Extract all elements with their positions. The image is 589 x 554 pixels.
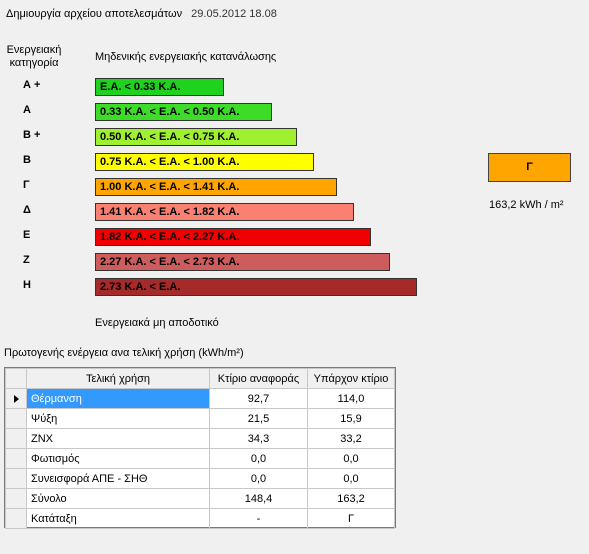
grid-header-row: Τελική χρήση Κτίριο αναφοράς Υπάρχον κτί…	[5, 368, 395, 389]
row-selector[interactable]	[5, 428, 27, 449]
cell-existing[interactable]: 114,0	[307, 388, 395, 409]
energy-bar-a-plus: Ε.Α. < 0.33 Κ.Α.	[95, 78, 224, 96]
bottom-note: Ενεργειακά μη αποδοτικό	[95, 317, 219, 329]
cell-reference[interactable]: 92,7	[209, 388, 308, 409]
cell-existing[interactable]: 163,2	[307, 488, 395, 509]
result-energy-value: 163,2 kWh / m²	[489, 199, 564, 211]
cell-existing[interactable]: 15,9	[307, 408, 395, 429]
cell-reference[interactable]: 21,5	[209, 408, 308, 429]
category-heading: Ενεργειακή κατηγορία	[4, 44, 64, 70]
current-row-arrow-icon	[13, 394, 19, 403]
energy-bar-b-plus: 0.50 Κ.Α. < Ε.Α. < 0.75 Κ.Α.	[95, 128, 297, 146]
cell-end-use[interactable]: Σύνολο	[26, 488, 210, 509]
table-row[interactable]: Θέρμανση 92,7 114,0	[5, 388, 395, 409]
category-heading-line1: Ενεργειακή	[6, 44, 62, 56]
table-row[interactable]: Ψύξη 21,5 15,9	[5, 408, 395, 429]
cell-end-use[interactable]: ΖΝΧ	[26, 428, 210, 449]
category-label: Η	[23, 279, 31, 291]
cell-existing[interactable]: 0,0	[307, 448, 395, 469]
energy-bar-g: 1.00 Κ.Α. < Ε.Α. < 1.41 Κ.Α.	[95, 178, 337, 196]
category-label: Ζ	[23, 254, 30, 266]
cell-reference[interactable]: 0,0	[209, 468, 308, 489]
result-category-box: Γ	[488, 153, 571, 182]
energy-bar-z: 2.27 Κ.Α. < Ε.Α. < 2.73 Κ.Α.	[95, 253, 390, 271]
column-header-reference-building[interactable]: Κτίριο αναφοράς	[209, 368, 308, 389]
row-selector[interactable]	[5, 448, 27, 469]
cell-existing[interactable]: Γ	[307, 508, 395, 529]
cell-end-use[interactable]: Συνεισφορά ΑΠΕ - ΣΗΘ	[26, 468, 210, 489]
table-row[interactable]: Συνεισφορά ΑΠΕ - ΣΗΘ 0,0 0,0	[5, 468, 395, 489]
cell-end-use[interactable]: Ψύξη	[26, 408, 210, 429]
window-header: Δημιουργία αρχείου αποτελεσμάτων 29.05.2…	[6, 8, 277, 20]
cell-existing[interactable]: 0,0	[307, 468, 395, 489]
column-header-end-use[interactable]: Τελική χρήση	[26, 368, 210, 389]
table-row[interactable]: Σύνολο 148,4 163,2	[5, 488, 395, 509]
category-label: Α	[23, 104, 31, 116]
cell-reference[interactable]: 148,4	[209, 488, 308, 509]
energy-bar-e: 1.82 Κ.Α. < Ε.Α. < 2.27 Κ.Α.	[95, 228, 371, 246]
cell-reference[interactable]: 34,3	[209, 428, 308, 449]
category-label: Α +	[23, 79, 41, 91]
energy-bar-b: 0.75 Κ.Α. < Ε.Α. < 1.00 Κ.Α.	[95, 153, 314, 171]
cell-existing[interactable]: 33,2	[307, 428, 395, 449]
cell-reference[interactable]: 0,0	[209, 448, 308, 469]
header-title: Δημιουργία αρχείου αποτελεσμάτων	[6, 8, 183, 20]
row-selector[interactable]	[5, 388, 27, 409]
cell-end-use[interactable]: Θέρμανση	[26, 388, 210, 409]
category-label: Β +	[23, 129, 41, 141]
table-row[interactable]: Φωτισμός 0,0 0,0	[5, 448, 395, 469]
table-row[interactable]: ΖΝΧ 34,3 33,2	[5, 428, 395, 449]
table-row[interactable]: Κατάταξη - Γ	[5, 508, 395, 529]
top-note: Μηδενικής ενεργειακής κατανάλωσης	[95, 51, 277, 63]
category-label: Δ	[23, 204, 31, 216]
header-date: 29.05.2012 18.08	[191, 8, 277, 20]
cell-reference[interactable]: -	[209, 508, 308, 529]
cell-end-use[interactable]: Φωτισμός	[26, 448, 210, 469]
energy-bar-a: 0.33 Κ.Α. < Ε.Α. < 0.50 Κ.Α.	[95, 103, 272, 121]
category-label: Ε	[23, 229, 31, 241]
column-header-existing-building[interactable]: Υπάρχον κτίριο	[307, 368, 395, 389]
category-label: Γ	[23, 179, 30, 191]
energy-bar-h: 2.73 Κ.Α. < Ε.Α.	[95, 278, 417, 296]
row-selector[interactable]	[5, 468, 27, 489]
cell-end-use[interactable]: Κατάταξη	[26, 508, 210, 529]
row-selector[interactable]	[5, 488, 27, 509]
table-title: Πρωτογενής ενέργεια ανα τελική χρήση (kW…	[4, 347, 244, 359]
row-selector[interactable]	[5, 508, 27, 529]
grid-corner-cell	[5, 368, 27, 389]
row-selector[interactable]	[5, 408, 27, 429]
energy-use-grid[interactable]: Τελική χρήση Κτίριο αναφοράς Υπάρχον κτί…	[4, 367, 396, 529]
category-heading-line2: κατηγορία	[9, 57, 59, 69]
category-label: Β	[23, 154, 31, 166]
energy-bar-d: 1.41 Κ.Α. < Ε.Α. < 1.82 Κ.Α.	[95, 203, 354, 221]
